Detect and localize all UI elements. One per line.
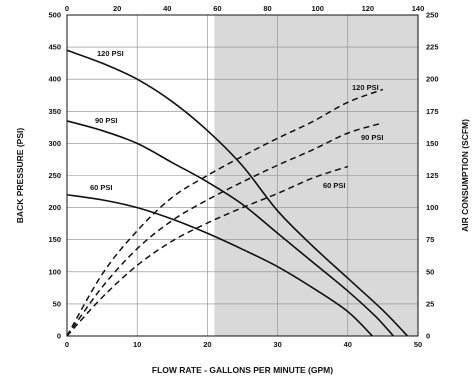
series-labels: 120 PSI 90 PSI 60 PSI 120 PSI 90 PSI 60 PSI [90,49,384,192]
air-curve-60 [66,165,349,337]
x2-tick-label: 120 [362,4,375,13]
air-label-60: 60 PSI [323,181,346,190]
air-curve-120 [66,88,384,337]
y2-tick-label: 25 [426,299,434,308]
x-tick-label: 40 [344,340,352,349]
x-axis-title: FLOW RATE - GALLONS PER MINUTE (GPM) [152,365,333,375]
x-tick-label: 30 [273,340,281,349]
x2-tick-label: 60 [213,4,221,13]
y-tick-label: 50 [53,299,61,308]
y2-axis-title: AIR CONSUMPTION (SCFM) [460,119,470,232]
y-tick-label: 450 [48,43,61,52]
curves-layer [66,49,409,337]
pressure-label-120: 120 PSI [97,49,124,58]
y-tick-label: 100 [48,267,61,276]
x2-tick-label: 100 [311,4,324,13]
y2-tick-label: 100 [426,203,439,212]
pressure-curve-90 [66,120,395,337]
pressure-curve-120 [66,49,409,337]
y-tick-label: 150 [48,235,61,244]
y-tick-label: 400 [48,75,61,84]
y-axis-title: BACK PRESSURE (PSI) [15,128,25,224]
x-tick-label: 0 [65,340,69,349]
air-label-120: 120 PSI [352,83,379,92]
x-tick-label: 50 [414,340,422,349]
y-tick-label: 350 [48,107,61,116]
x2-tick-label: 20 [113,4,121,13]
x2-tick-label: 40 [163,4,171,13]
y2-tick-label: 150 [426,139,439,148]
y2-tick-label: 0 [426,332,430,341]
y2-tick-label: 200 [426,75,439,84]
tick-labels: 0 10 20 30 40 5005010015020025030035040045050… [48,4,438,349]
plot-frame [66,14,419,337]
x2-tick-label: 0 [65,4,69,13]
y2-tick-label: 75 [426,235,434,244]
y2-tick-label: 175 [426,107,439,116]
pressure-curve-60 [66,193,373,337]
pressure-label-90: 90 PSI [95,116,118,125]
pressure-label-60: 60 PSI [90,183,113,192]
y-tick-label: 200 [48,203,61,212]
y2-tick-label: 50 [426,267,434,276]
y-tick-label: 500 [48,11,61,20]
air-label-90: 90 PSI [361,133,384,142]
y-tick-label: 250 [48,171,61,180]
y-tick-label: 0 [57,332,61,341]
y2-tick-label: 225 [426,43,439,52]
y2-tick-label: 125 [426,171,439,180]
air-curve-90 [66,122,384,337]
x2-tick-label: 80 [263,4,271,13]
y-tick-label: 300 [48,139,61,148]
y2-tick-label: 250 [426,11,439,20]
x-tick-label: 20 [203,340,211,349]
x2-tick-label: 140 [412,4,425,13]
x-tick-label: 10 [133,340,141,349]
